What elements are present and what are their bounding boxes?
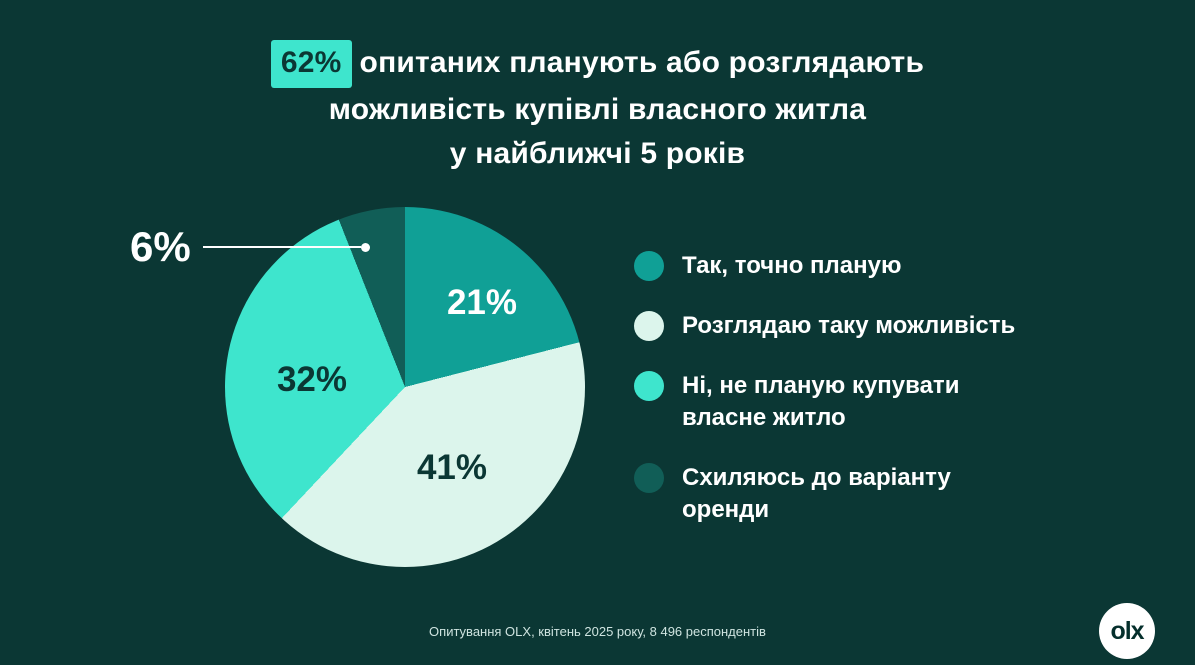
pie-slice-label-no-plan: 32% bbox=[276, 360, 348, 399]
legend-item-label: Схиляюсь до варіанту оренди bbox=[682, 464, 951, 523]
pie-slice-label-plan: 21% bbox=[446, 283, 518, 322]
olx-logo: olx bbox=[1099, 603, 1155, 659]
pie-chart bbox=[225, 207, 585, 567]
pie-chart-area: 21% 41% 32% bbox=[225, 207, 585, 567]
legend-item-label: Ні, не планую купувати власне житло bbox=[682, 372, 960, 431]
pie-slice-label-consider: 41% bbox=[416, 448, 488, 487]
callout-line bbox=[202, 246, 361, 248]
legend-item-consider: Розглядаю таку можливість bbox=[634, 310, 1015, 342]
title-line-3: у найближчі 5 років bbox=[449, 137, 746, 170]
legend-item-plan: Так, точно планую bbox=[634, 250, 1015, 282]
title-highlight-badge: 62% bbox=[270, 40, 352, 88]
legend-color-dot bbox=[634, 251, 664, 281]
chart-title: 62% опитаних планують або розглядають мож… bbox=[0, 40, 1195, 176]
legend-item-rent: Схиляюсь до варіанту оренди bbox=[634, 462, 1015, 526]
title-line-1-text: опитаних планують або розглядають bbox=[359, 46, 925, 79]
callout-label: 6% bbox=[130, 223, 191, 270]
legend-item-label: Так, точно планую bbox=[682, 252, 902, 279]
legend: Так, точно планую Розглядаю таку можливі… bbox=[634, 250, 1015, 554]
title-line-2: можливість купівлі власного житла bbox=[328, 93, 867, 126]
pie-callout-rent: 6% bbox=[130, 222, 370, 272]
title-line-1: 62% опитаних планують або розглядають bbox=[0, 40, 1195, 88]
legend-color-dot bbox=[634, 463, 664, 493]
legend-item-no-plan: Ні, не планую купувати власне житло bbox=[634, 370, 1015, 434]
callout-dot bbox=[360, 242, 370, 252]
legend-item-label: Розглядаю таку можливість bbox=[682, 312, 1016, 339]
survey-source-note: Опитування OLX, квітень 2025 року, 8 496… bbox=[429, 624, 766, 639]
legend-color-dot bbox=[634, 311, 664, 341]
legend-color-dot bbox=[634, 371, 664, 401]
